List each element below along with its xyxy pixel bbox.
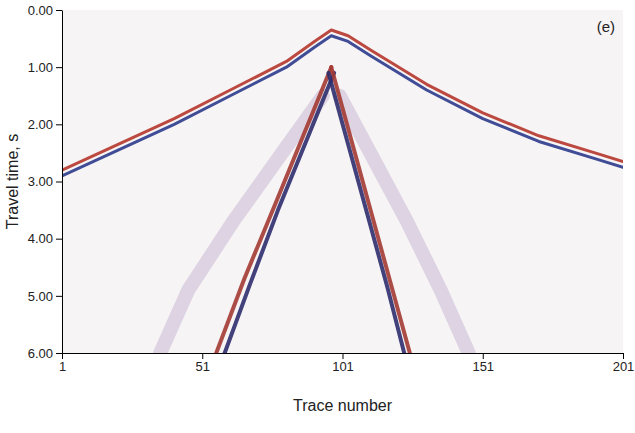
y-tick-label: 3.00: [28, 174, 53, 189]
plot-background: [62, 10, 623, 353]
y-tick-mark: [56, 182, 62, 183]
x-tick-label: 101: [332, 359, 354, 374]
y-tick-label: 1.00: [28, 60, 53, 75]
y-tick-mark: [56, 239, 62, 240]
x-axis-title: Trace number: [293, 397, 393, 414]
event-line: [216, 67, 331, 353]
x-tick-mark: [202, 353, 203, 359]
y-tick: 4.00: [28, 231, 62, 246]
event-line: [328, 73, 404, 353]
y-tick-mark: [56, 353, 62, 354]
y-tick-label: 0.00: [28, 3, 53, 18]
x-axis: 151101151201: [59, 353, 634, 374]
x-tick: 1: [59, 353, 66, 374]
y-tick-label: 2.00: [28, 117, 53, 132]
x-tick: 101: [332, 353, 354, 374]
x-tick: 51: [196, 353, 210, 374]
y-tick: 2.00: [28, 117, 62, 132]
x-tick-mark: [343, 353, 344, 359]
x-tick: 151: [472, 353, 494, 374]
y-tick: 6.00: [28, 346, 62, 361]
x-tick-mark: [62, 353, 63, 359]
x-tick: 201: [613, 353, 635, 374]
event-line: [160, 96, 323, 353]
y-tick: 0.00: [28, 3, 62, 18]
y-tick: 3.00: [28, 174, 62, 189]
chart: 1511011512010.001.002.003.004.005.006.00…: [0, 0, 635, 433]
event-line: [340, 96, 469, 353]
y-tick-label: 6.00: [28, 346, 53, 361]
y-tick: 1.00: [28, 60, 62, 75]
x-tick-mark: [623, 353, 624, 359]
marks: [62, 30, 623, 353]
y-tick-mark: [56, 10, 62, 11]
x-tick-label: 151: [472, 359, 494, 374]
y-tick-label: 5.00: [28, 288, 53, 303]
y-axis: 0.00 1.00 2.00 3.00 4.00 5.00 6.00: [28, 3, 63, 361]
y-tick-mark: [56, 67, 62, 68]
x-tick-label: 1: [59, 359, 66, 374]
y-tick-mark: [56, 124, 62, 125]
plot: 1511011512010.001.002.003.004.005.006.00: [28, 3, 635, 375]
y-tick-mark: [56, 296, 62, 297]
x-tick-label: 201: [613, 359, 635, 374]
y-tick: 5.00: [28, 288, 62, 303]
y-axis-title: Travel time, s: [4, 134, 21, 229]
panel-label: (e): [597, 18, 615, 35]
event-line: [331, 67, 410, 353]
event-line: [225, 73, 334, 353]
x-tick-mark: [483, 353, 484, 359]
y-axis-line: [62, 11, 63, 354]
y-tick-label: 4.00: [28, 231, 53, 246]
x-tick-label: 51: [196, 359, 210, 374]
